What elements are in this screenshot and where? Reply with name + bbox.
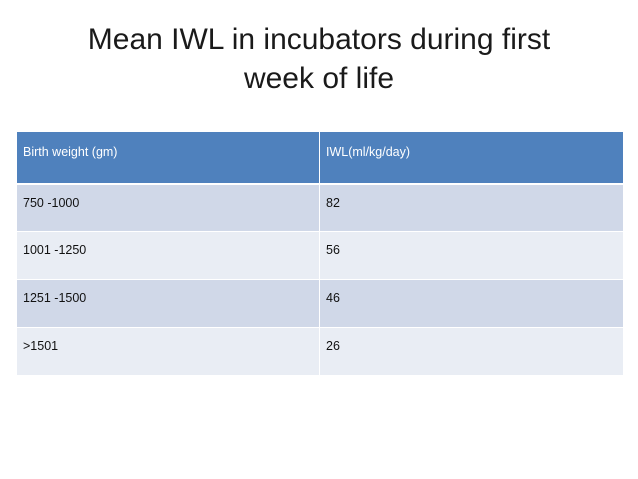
title-line-2: week of life: [243, 62, 395, 95]
table-row: 1001 -1250 56: [16, 231, 624, 280]
cell-iwl: 82: [319, 183, 624, 232]
page-title: Mean IWL in incubators during first week…: [40, 20, 598, 98]
cell-birth-weight: 1251 -1500: [16, 279, 320, 328]
cell-iwl: 46: [319, 279, 624, 328]
table-row: 750 -1000 82: [16, 183, 624, 232]
iwl-table: Birth weight (gm) IWL(ml/kg/day) 750 -10…: [16, 131, 624, 376]
cell-birth-weight: 1001 -1250: [16, 231, 320, 280]
title-line-1: Mean IWL in incubators during first: [87, 23, 551, 56]
table-row: 1251 -1500 46: [16, 279, 624, 328]
header-iwl: IWL(ml/kg/day): [319, 131, 624, 185]
cell-birth-weight: 750 -1000: [16, 183, 320, 232]
table-header-row: Birth weight (gm) IWL(ml/kg/day): [16, 131, 624, 185]
cell-birth-weight: >1501: [16, 327, 320, 376]
cell-iwl: 26: [319, 327, 624, 376]
table-row: >1501 26: [16, 327, 624, 376]
header-birth-weight: Birth weight (gm): [16, 131, 320, 185]
cell-iwl: 56: [319, 231, 624, 280]
